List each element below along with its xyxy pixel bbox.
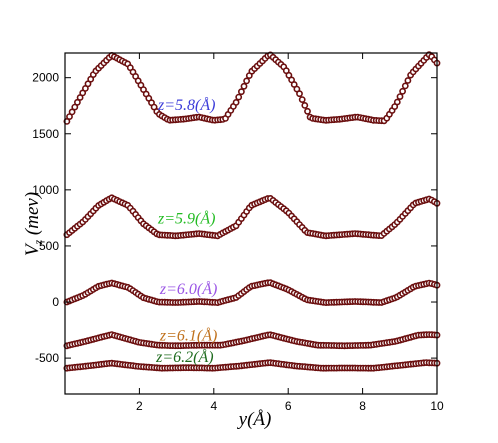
data-point-series-1 [399, 87, 406, 95]
data-point-series-1 [393, 98, 401, 106]
y-axis-title-unit: (mev) [22, 192, 43, 240]
x-tick-label: 6 [285, 399, 292, 413]
data-markers [63, 51, 441, 372]
y-tick-label: -500 [35, 351, 59, 365]
x-tick-label: 8 [359, 399, 366, 413]
series-annotations: z=5.8(Å) z=5.9(Å) z=6.0(Å) z=6.1(Å) z=6.2(Å) [155, 96, 217, 366]
series-annotation-5: z=6.2(Å) [155, 348, 213, 366]
data-point-series-1 [74, 98, 81, 106]
series-annotation-3: z=6.0(Å) [159, 280, 217, 298]
x-tick-label: 2 [136, 399, 143, 413]
data-point-series-1 [404, 77, 412, 84]
data-point-series-1 [243, 77, 250, 85]
axis-ticks: 2 4 6 8 10 -500 0 500 1000 1500 2000 [32, 53, 444, 413]
y-tick-label: 1500 [32, 127, 59, 141]
data-point-series-1 [304, 107, 311, 115]
data-point-series-1 [296, 90, 303, 98]
x-tick-label: 4 [210, 399, 217, 413]
data-point-series-1 [235, 93, 243, 101]
x-axis-title: y(Å) [237, 409, 272, 430]
y-axis-title-subscript: z [31, 240, 45, 246]
y-tick-label: 1000 [32, 183, 59, 197]
data-point-series-1 [401, 82, 409, 90]
data-point-series-1 [298, 96, 306, 103]
y-tick-label: 0 [52, 295, 59, 309]
y-axis-title: Vz (mev) [22, 192, 45, 256]
data-point-series-1 [237, 88, 245, 96]
series-annotation-2: z=5.9(Å) [157, 210, 215, 228]
data-point-series-1 [396, 93, 404, 100]
data-point-series-1 [68, 108, 76, 116]
y-axis-title-main: V [22, 242, 43, 256]
y-tick-label: 500 [39, 239, 59, 253]
series-annotation-4: z=6.1(Å) [159, 327, 217, 345]
data-point-series-1 [301, 102, 309, 109]
series-annotation-1: z=5.8(Å) [157, 96, 215, 114]
data-point-series-1 [240, 82, 248, 90]
y-tick-label: 2000 [32, 71, 59, 85]
x-tick-label: 10 [430, 399, 444, 413]
data-point-series-1 [232, 99, 240, 106]
data-point-series-1 [71, 103, 79, 111]
data-point-series-1 [63, 118, 71, 125]
plot-frame [64, 52, 438, 395]
